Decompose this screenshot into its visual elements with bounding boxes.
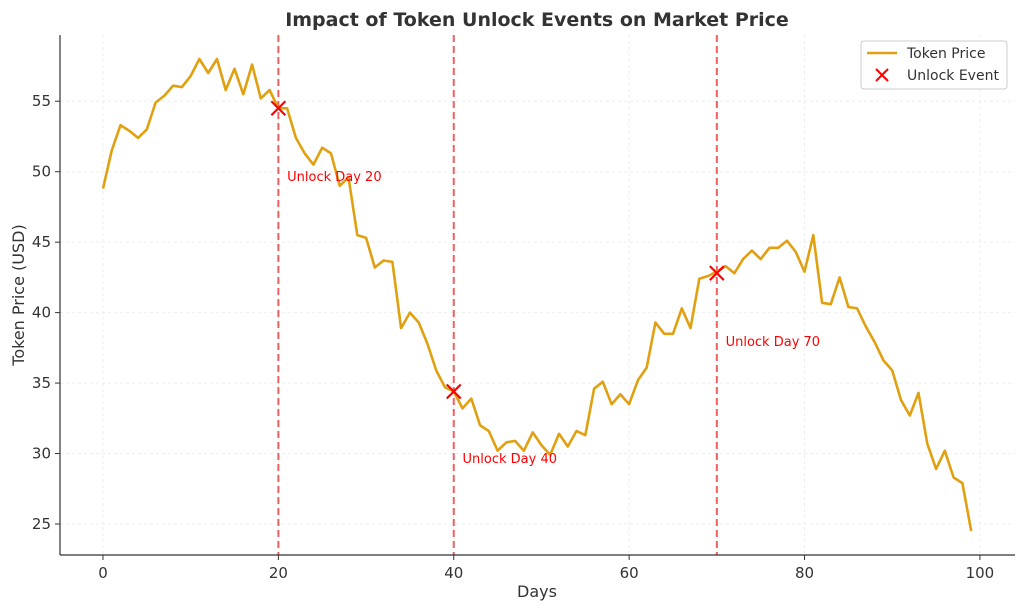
legend-x-icon: [875, 68, 889, 82]
chart-title: Impact of Token Unlock Events on Market …: [285, 9, 789, 31]
legend-label-price: Token Price: [906, 46, 985, 62]
x-tick-label: 0: [98, 564, 108, 582]
unlock-annotation: Unlock Day 20: [287, 170, 381, 185]
unlock-markers: [270, 100, 725, 400]
unlock-x-marker: [709, 265, 725, 281]
legend-box: [860, 40, 1008, 90]
y-tick-label: 50: [32, 163, 51, 181]
y-tick-label: 25: [32, 515, 51, 533]
x-tick-label: 20: [269, 564, 288, 582]
unlock-annotation: Unlock Day 40: [463, 452, 557, 467]
x-tick-label: 60: [620, 564, 639, 582]
grid: [60, 35, 1015, 555]
x-tick-label: 80: [795, 564, 814, 582]
x-tick-label: 100: [966, 564, 995, 582]
unlock-lines: [277, 35, 718, 555]
unlock-x-marker: [445, 383, 462, 400]
x-tick-label: 40: [444, 564, 463, 582]
legend: Token Price Unlock Event: [860, 40, 1008, 90]
unlock-annotations: Unlock Day 20 Unlock Day 40 Unlock Day 70: [287, 170, 820, 467]
unlock-annotation: Unlock Day 70: [726, 335, 820, 350]
y-tick-label: 40: [32, 304, 51, 322]
tick-labels: 0 20 40 60 80 100 25 30 35 40 45 50 55: [32, 92, 994, 582]
y-axis-label: Token Price (USD): [9, 224, 28, 366]
legend-label-unlock: Unlock Event: [907, 68, 999, 84]
y-tick-label: 30: [32, 445, 51, 463]
axes: [55, 35, 1015, 560]
marker-stroke: [270, 100, 287, 117]
unlock-x-marker: [270, 100, 287, 117]
y-tick-label: 35: [32, 374, 51, 392]
token-price-line: [101, 57, 973, 532]
marker-stroke: [709, 265, 725, 281]
x-axis-label: Days: [517, 582, 557, 601]
marker-stroke: [445, 383, 462, 400]
y-tick-label: 55: [32, 92, 51, 110]
y-tick-label: 45: [32, 233, 51, 251]
